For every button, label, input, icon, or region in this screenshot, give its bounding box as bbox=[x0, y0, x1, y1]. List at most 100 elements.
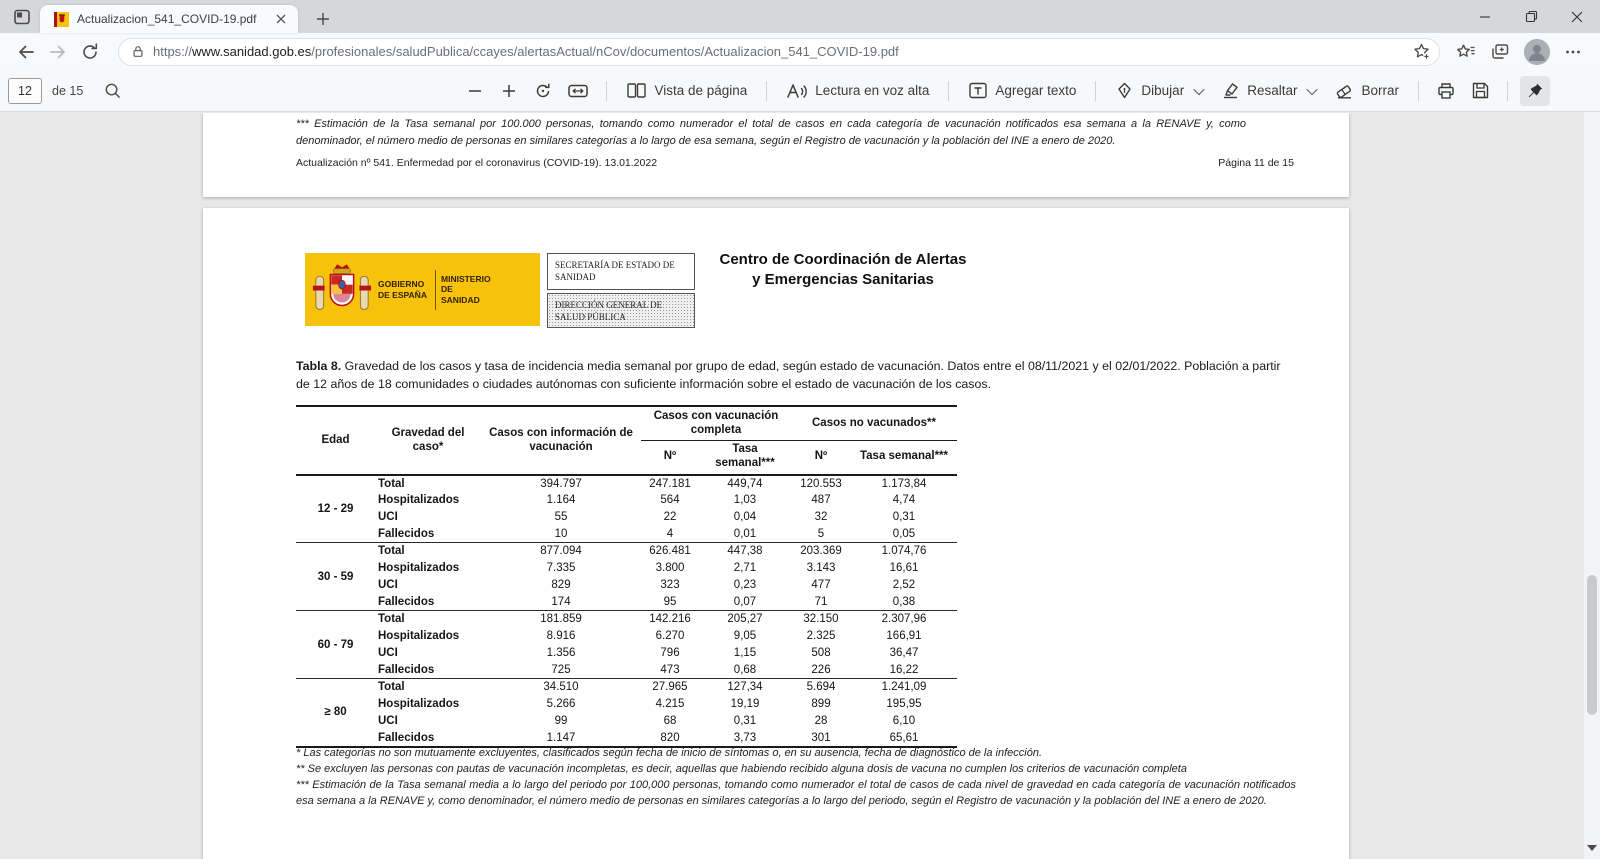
erase-label: Borrar bbox=[1361, 83, 1399, 98]
table-row: UCI 55 22 0,04 32 0,31 bbox=[296, 509, 957, 526]
value-cell: 1.241,09 bbox=[851, 678, 957, 696]
value-cell: 16,22 bbox=[889, 663, 919, 676]
browser-tab[interactable]: Actualizacion_541_COVID-19.pdf bbox=[40, 5, 298, 33]
pdf-search-button[interactable] bbox=[97, 76, 127, 106]
value-cell: 0,31 bbox=[733, 715, 757, 727]
pin-toolbar-button[interactable] bbox=[1520, 75, 1550, 106]
col-header-gravedad: Gravedad del caso* bbox=[375, 406, 481, 476]
toolbar-separator bbox=[948, 80, 950, 101]
toolbar-separator bbox=[1095, 80, 1097, 101]
add-text-button[interactable]: Agregar texto bbox=[961, 76, 1083, 106]
direccion-box: DIRECCIÓN GENERAL DE SALUD PÚBLICA bbox=[547, 293, 695, 328]
col-header-casos-info: Casos con información de vacunación bbox=[481, 406, 641, 476]
table-caption: Tabla 8. Gravedad de los casos y tasa de… bbox=[296, 358, 1296, 393]
add-favorite-button[interactable] bbox=[1412, 42, 1431, 61]
forward-button[interactable] bbox=[42, 37, 74, 67]
value-cell: 5 bbox=[817, 527, 825, 540]
col-header-edad: Edad bbox=[296, 406, 375, 476]
severity-cell: Hospitalizados bbox=[378, 562, 460, 574]
fit-to-width-button[interactable] bbox=[562, 76, 594, 106]
table-row: UCI 1.356 796 1,15 508 36,47 bbox=[296, 645, 957, 662]
page-view-button[interactable]: Vista de página bbox=[619, 76, 754, 106]
url-bar[interactable]: https://www.sanidad.gob.es/profesionales… bbox=[118, 37, 1440, 66]
value-cell: 6,10 bbox=[892, 715, 916, 727]
value-cell: 0,05 bbox=[892, 527, 916, 540]
tab-favicon bbox=[54, 11, 69, 27]
window-controls bbox=[1462, 0, 1600, 33]
zoom-out-button[interactable] bbox=[460, 76, 490, 106]
value-cell: 626.481 bbox=[641, 542, 699, 560]
save-button[interactable] bbox=[1465, 76, 1495, 106]
vertical-scrollbar[interactable] bbox=[1584, 75, 1600, 859]
pdf-viewer-area[interactable]: *** Estimación de la Tasa semanal por 10… bbox=[0, 113, 1600, 859]
table-row: Fallecidos 1.147 820 3,73 301 65,61 bbox=[296, 730, 957, 747]
value-cell: 877.094 bbox=[481, 542, 641, 560]
value-cell: 487 bbox=[811, 494, 831, 506]
table-row: 30 - 59 Total 877.094 626.481 447,38 203.369 1… bbox=[296, 542, 957, 611]
tab-title: Actualizacion_541_COVID-19.pdf bbox=[77, 12, 257, 26]
age-group-cell: 12 - 29 bbox=[296, 474, 375, 543]
value-cell: 34.510 bbox=[481, 678, 641, 696]
severity-cell: Hospitalizados bbox=[378, 698, 460, 710]
page-number-input[interactable] bbox=[8, 77, 42, 104]
highlight-button[interactable]: Resaltar bbox=[1214, 76, 1323, 106]
print-button[interactable] bbox=[1431, 76, 1461, 106]
url-text[interactable]: https://www.sanidad.gob.es/profesionales… bbox=[153, 44, 1404, 59]
table-row: 12 - 29 Total 394.797 247.181 449,74 120.553 1… bbox=[296, 474, 957, 543]
settings-more-button[interactable] bbox=[1564, 43, 1582, 61]
severity-cell: Fallecidos bbox=[378, 731, 435, 744]
toolbar-separator bbox=[766, 80, 768, 101]
ministerio-label: MINISTERIO DE SANIDAD bbox=[441, 273, 491, 305]
value-cell: 899 bbox=[811, 698, 831, 710]
value-cell: 4.215 bbox=[655, 698, 685, 710]
chevron-down-icon[interactable] bbox=[1306, 83, 1319, 95]
severity-cell: UCI bbox=[378, 579, 398, 591]
value-cell: 0,23 bbox=[733, 579, 757, 591]
value-cell: 203.369 bbox=[791, 542, 851, 560]
value-cell: 32.150 bbox=[791, 610, 851, 628]
severity-cell: UCI bbox=[378, 715, 398, 727]
footnote-3: *** Estimación de la Tasa semanal media … bbox=[296, 779, 1296, 808]
value-cell: 2,71 bbox=[733, 562, 757, 574]
reload-button[interactable] bbox=[74, 37, 106, 67]
toolbar-separator bbox=[606, 80, 608, 101]
ministry-sub-boxes: SECRETARÍA DE ESTADO DE SANIDAD DIRECCIÓ… bbox=[547, 253, 695, 328]
pdf-page-12: GOBIERNO DE ESPAÑA MINISTERIO DE SANIDAD… bbox=[203, 208, 1349, 859]
value-cell: 181.859 bbox=[481, 610, 641, 628]
rotate-button[interactable] bbox=[528, 76, 558, 106]
page11-footer-right: Página 11 de 15 bbox=[1218, 157, 1294, 169]
tab-close-button[interactable] bbox=[272, 10, 290, 28]
tab-actions-menu-button[interactable] bbox=[9, 4, 35, 30]
severity-cell: Total bbox=[375, 474, 481, 492]
value-cell: 71 bbox=[814, 595, 828, 608]
back-button[interactable] bbox=[10, 37, 42, 67]
age-group-cell: 30 - 59 bbox=[296, 542, 375, 611]
scrollbar-thumb[interactable] bbox=[1587, 575, 1597, 715]
window-restore-button[interactable] bbox=[1508, 0, 1554, 33]
navbar-right-icons bbox=[1456, 38, 1582, 65]
value-cell: 120.553 bbox=[791, 474, 851, 492]
value-cell: 0,07 bbox=[733, 595, 757, 608]
new-tab-button[interactable] bbox=[310, 7, 336, 31]
profile-avatar[interactable] bbox=[1524, 38, 1550, 65]
table-row: Fallecidos 10 4 0,01 5 0,05 bbox=[296, 526, 957, 543]
age-group-section: 60 - 79 Total 181.859 142.216 205,27 32.150 2.… bbox=[296, 610, 957, 679]
footnote-1: * Las categorías no son mutuamente exclu… bbox=[296, 747, 1043, 759]
window-close-button[interactable] bbox=[1554, 0, 1600, 33]
secretaria-box: SECRETARÍA DE ESTADO DE SANIDAD bbox=[547, 253, 695, 290]
value-cell: 5.694 bbox=[791, 678, 851, 696]
url-scheme: https:// bbox=[153, 44, 193, 59]
value-cell: 1.147 bbox=[546, 731, 576, 744]
scroll-down-arrow-icon[interactable] bbox=[1587, 845, 1597, 851]
read-aloud-button[interactable]: Lectura en voz alta bbox=[779, 76, 936, 106]
zoom-in-button[interactable] bbox=[494, 76, 524, 106]
window-minimize-button[interactable] bbox=[1462, 0, 1508, 33]
collections-button[interactable] bbox=[1490, 42, 1510, 62]
draw-button[interactable]: Dibujar bbox=[1108, 76, 1210, 106]
severity-cell: Hospitalizados bbox=[378, 630, 460, 642]
chevron-down-icon[interactable] bbox=[1193, 83, 1205, 95]
favorites-button[interactable] bbox=[1456, 42, 1476, 62]
col-header-vacunacion-completa: Casos con vacunación completa bbox=[641, 406, 791, 441]
erase-button[interactable]: Borrar bbox=[1327, 76, 1406, 106]
value-cell: 95 bbox=[663, 595, 677, 608]
